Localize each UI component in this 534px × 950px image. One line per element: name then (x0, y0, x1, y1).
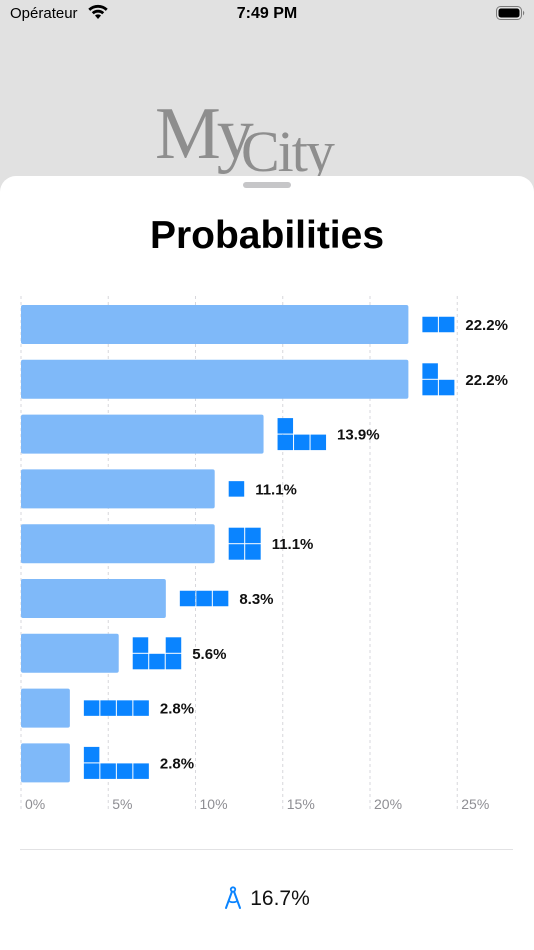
footer-value: 16.7% (250, 887, 310, 910)
piece-cell (83, 746, 100, 763)
piece-cell (83, 763, 100, 779)
carrier-label: Opérateur (10, 5, 78, 22)
percentage-label: 22.2% (465, 317, 508, 334)
piece-cell (100, 700, 116, 716)
piece-cell (245, 527, 261, 544)
piece-shape-icon (422, 363, 455, 396)
piece-cell (165, 637, 182, 653)
x-tick-label: 5% (112, 796, 132, 812)
piece-cell (228, 481, 245, 497)
piece-shape-icon (228, 527, 261, 560)
piece-shape-icon (277, 418, 327, 451)
piece-cell (422, 316, 438, 333)
piece-cell (133, 763, 149, 779)
piece-cell (294, 434, 310, 451)
logo-text-city: City (241, 119, 335, 184)
wifi-icon (87, 4, 109, 25)
probability-bar (21, 359, 409, 399)
percentage-label: 2.8% (160, 701, 194, 718)
piece-shape-icon (179, 590, 229, 607)
battery-icon (496, 6, 526, 26)
percentage-label: 2.8% (160, 755, 194, 772)
percentage-label: 8.3% (239, 591, 273, 608)
probability-bar (21, 688, 70, 728)
status-bar: Opérateur 7:49 PM (0, 0, 534, 30)
sheet-grabber[interactable] (243, 182, 291, 188)
piece-cell (132, 637, 149, 653)
piece-cell (438, 379, 455, 396)
probability-chart: 0% 5% 10% 15% 20% 25% 22.2% 22.2% 13.9% 11.1% 11.1… (20, 296, 508, 812)
piece-cell (422, 379, 438, 396)
piece-cell (116, 700, 133, 716)
piece-shape-icon (422, 316, 455, 333)
footer-summary: 16.7% (0, 886, 534, 916)
divider (20, 849, 513, 850)
piece-cell (196, 590, 212, 607)
probability-bar (21, 743, 70, 783)
probability-bar (21, 414, 264, 454)
sheet-title: Probabilities (149, 214, 385, 257)
compass-drafting-icon (225, 886, 242, 909)
percentage-label: 11.1% (272, 536, 314, 553)
piece-cell (438, 316, 455, 333)
piece-shape-icon (83, 700, 149, 716)
probabilities-sheet: Probabilities 0% 5% 10% 15% 20% 25% 22.2% 22.2%… (0, 176, 534, 950)
piece-cell (132, 653, 149, 670)
piece-cell (133, 700, 149, 716)
piece-cell (310, 434, 327, 451)
piece-cell (212, 590, 229, 607)
piece-cell (149, 653, 165, 670)
piece-cell (228, 527, 245, 544)
probability-bar (21, 633, 119, 673)
piece-shape-icon (132, 637, 182, 670)
piece-cell (228, 544, 245, 560)
piece-cell (83, 700, 100, 716)
piece-cell (165, 653, 182, 670)
background-logo: My City (155, 92, 395, 184)
percentage-label: 5.6% (192, 646, 226, 663)
x-tick-label: 15% (287, 796, 315, 812)
piece-shape-icon (228, 481, 245, 497)
piece-cell (179, 590, 196, 607)
piece-cell (422, 363, 438, 379)
x-tick-label: 25% (461, 796, 489, 812)
probability-bar (21, 305, 409, 344)
piece-shape-icon (83, 746, 149, 779)
logo-text-my: My (155, 93, 254, 175)
piece-cell (100, 763, 116, 779)
piece-cell (245, 544, 261, 560)
probability-bar (21, 579, 166, 618)
x-tick-label: 10% (200, 796, 228, 812)
percentage-label: 11.1% (255, 481, 297, 498)
x-tick-label: 20% (374, 796, 402, 812)
piece-cell (277, 418, 294, 434)
clock: 7:49 PM (236, 5, 298, 22)
percentage-label: 22.2% (465, 372, 508, 389)
percentage-label: 13.9% (337, 427, 380, 444)
probability-bar (21, 524, 215, 564)
x-tick-label: 0% (25, 796, 45, 812)
probability-bar (21, 469, 215, 509)
piece-cell (277, 434, 294, 451)
piece-cell (116, 763, 133, 779)
